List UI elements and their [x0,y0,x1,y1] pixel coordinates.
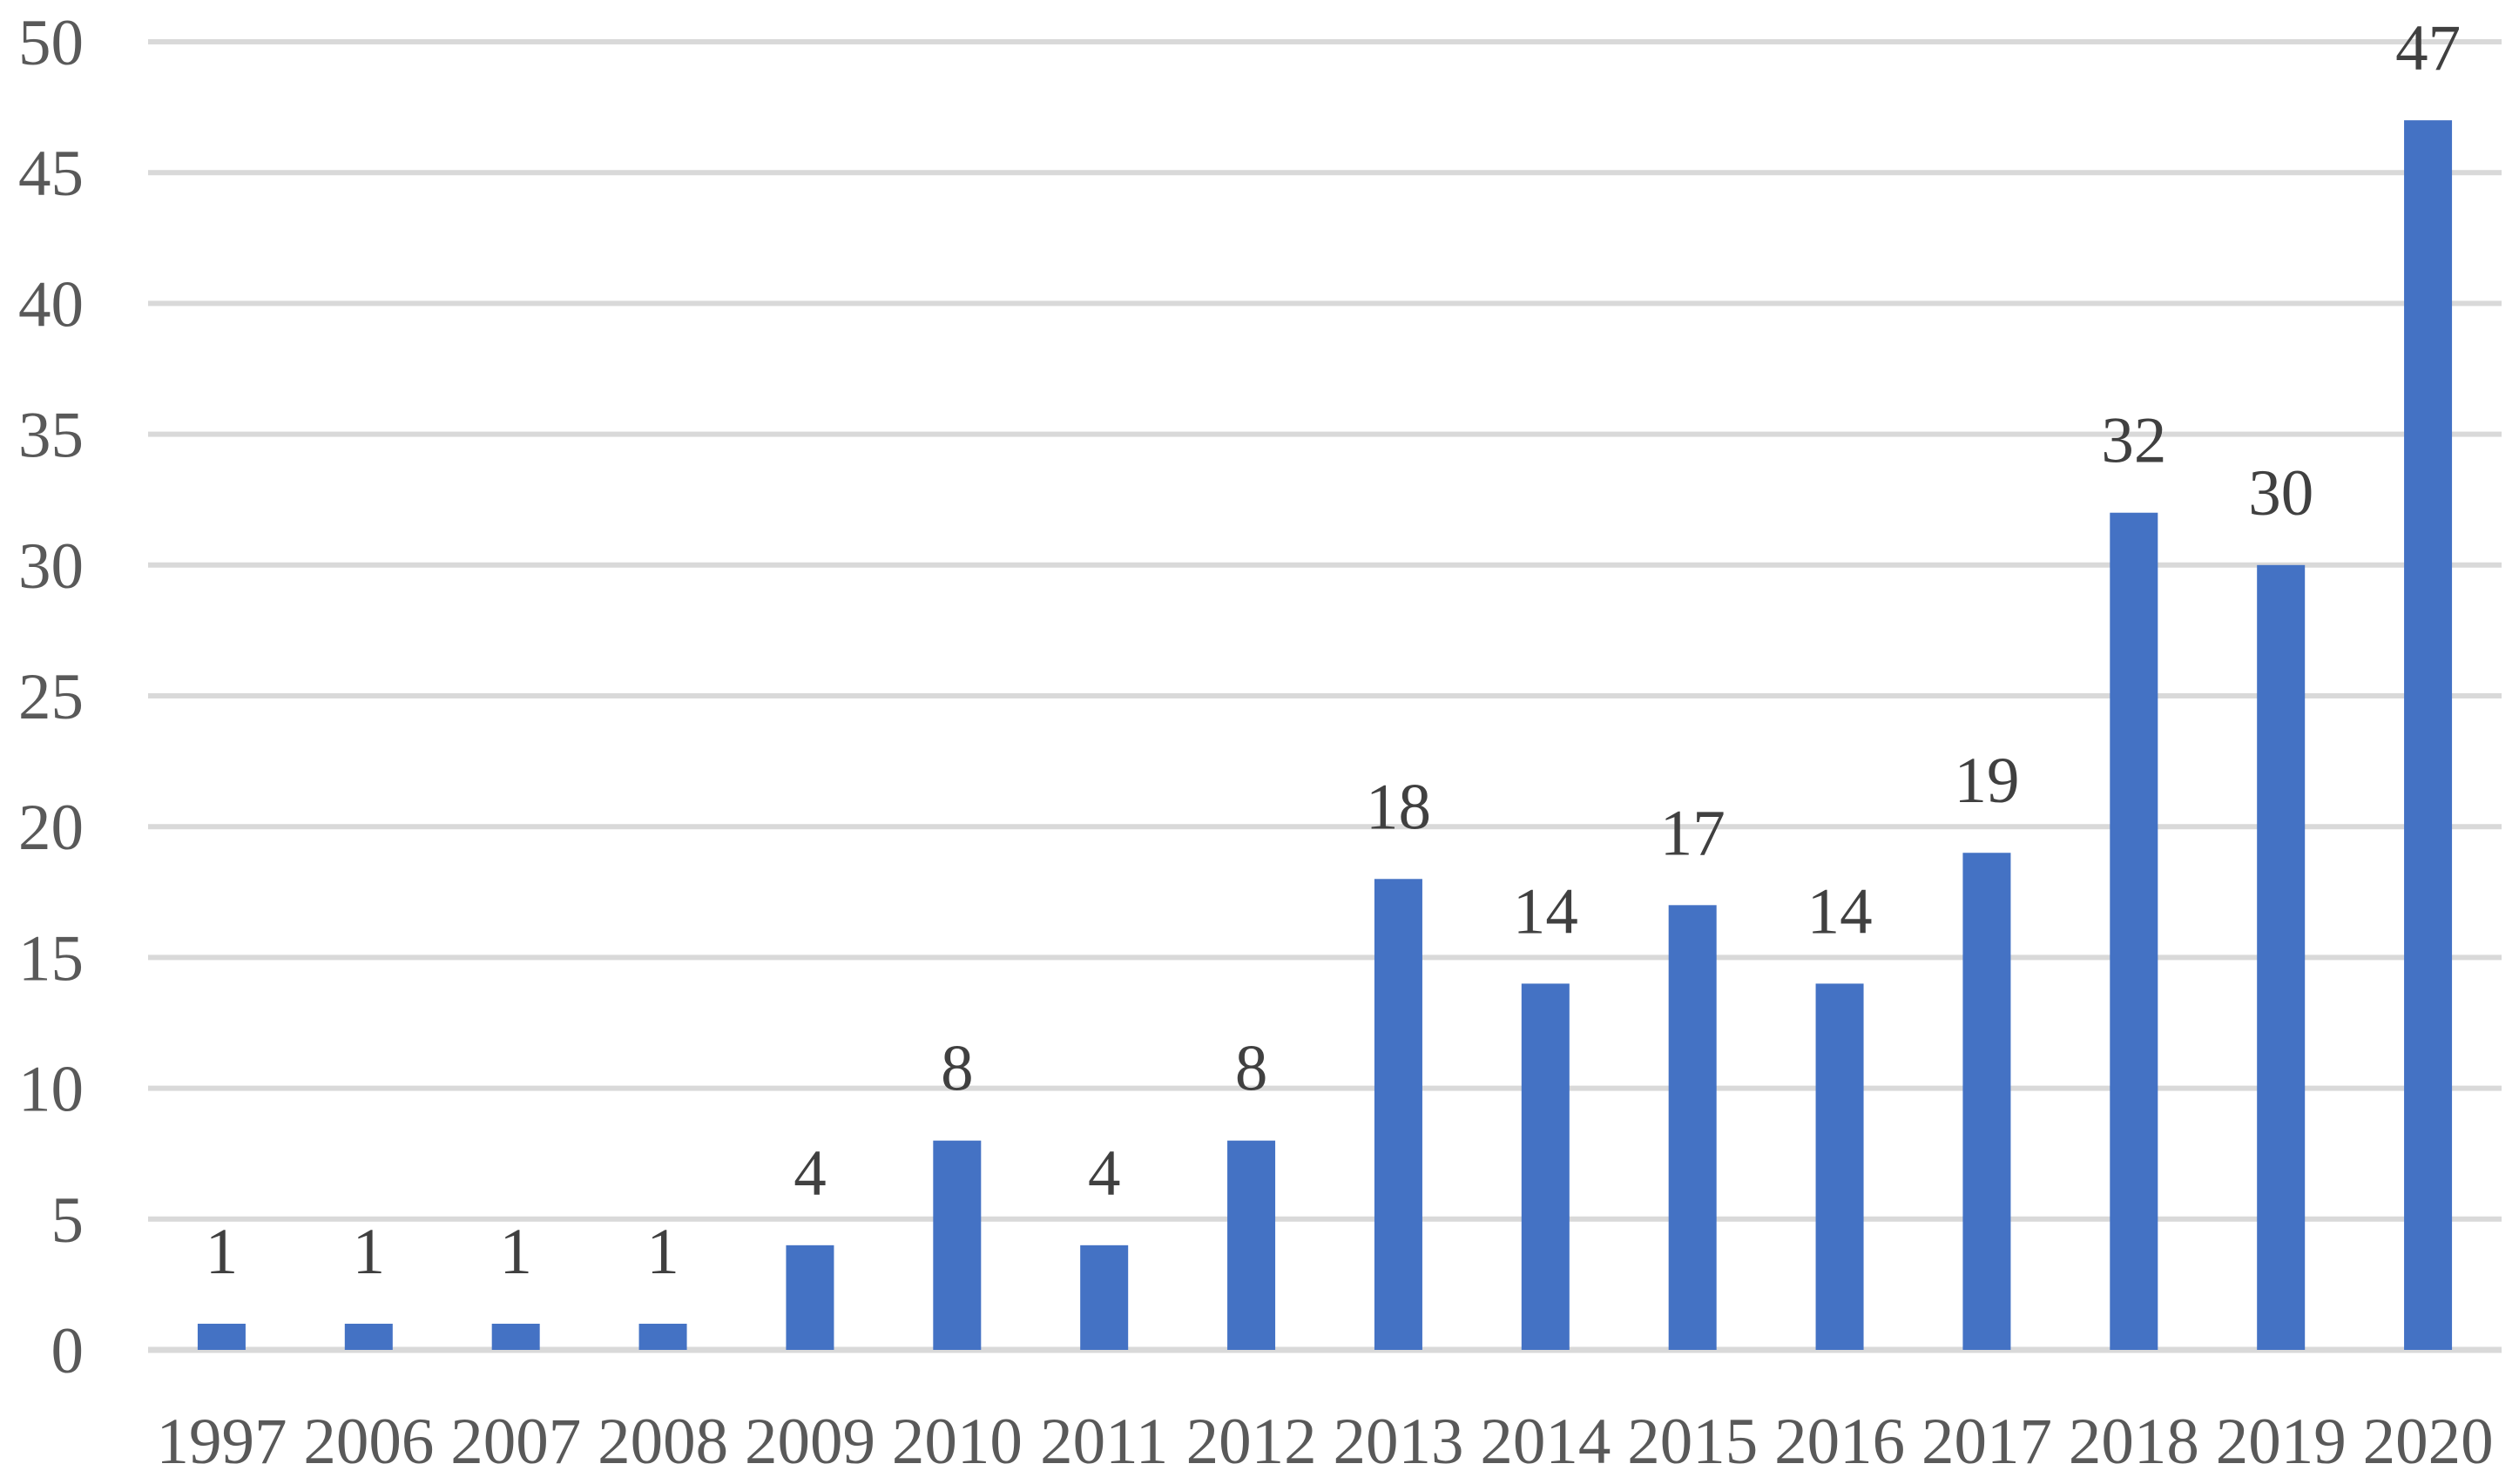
bar [197,1323,246,1350]
bar-value-label: 47 [2395,12,2461,84]
bar [491,1323,540,1350]
bar-value-label: 1 [499,1216,532,1288]
bar-value-label: 1 [646,1216,679,1288]
x-tick-label: 2014 [1480,1406,1611,1478]
y-tick-label: 25 [18,661,84,733]
y-tick-label: 50 [18,7,84,79]
x-tick-label: 2020 [2363,1406,2494,1478]
bar-value-label: 4 [794,1137,827,1210]
bar-value-label: 14 [1513,875,1578,948]
bar [933,1140,982,1350]
bar [344,1323,393,1350]
y-tick-label: 30 [18,530,84,603]
bar [1227,1140,1276,1350]
bar-value-label: 18 [1366,771,1431,843]
y-tick-label: 20 [18,792,84,864]
x-tick-label: 2010 [892,1406,1023,1478]
x-tick-label: 2008 [598,1406,728,1478]
y-tick-label: 10 [18,1054,84,1126]
x-tick-label: 2017 [1921,1406,2052,1478]
x-tick-label: 2019 [2216,1406,2347,1478]
bar [1962,853,2011,1350]
y-tick-label: 15 [18,922,84,995]
bar [2404,120,2453,1350]
x-tick-label: 2018 [2069,1406,2199,1478]
bar-value-label: 8 [1235,1033,1268,1105]
bar [638,1323,687,1350]
y-tick-label: 5 [51,1184,84,1257]
x-tick-label: 2009 [745,1406,875,1478]
bars-group [197,120,2453,1350]
bar [2257,564,2306,1350]
y-tick-label: 45 [18,138,84,210]
y-tick-label: 0 [51,1315,84,1387]
x-tick-label: 2006 [303,1406,434,1478]
x-axis-tick-labels-group: 1997 2006 2007 2008 2009 2010 2011 2012 2013 2014… [156,1406,2493,1478]
bar-value-label: 30 [2248,457,2313,530]
x-tick-label: 2012 [1186,1406,1317,1478]
bar-value-label: 1 [353,1216,386,1288]
bar-value-label: 19 [1954,745,2019,817]
gridlines-group [148,39,2502,1353]
x-tick-label: 2013 [1333,1406,1463,1478]
bar-value-label: 14 [1807,875,1873,948]
y-tick-label: 35 [18,400,84,472]
bar [786,1245,834,1350]
bar-value-label: 4 [1088,1137,1121,1210]
bar [1521,983,1570,1350]
bar [1668,905,1717,1350]
bar [1374,879,1422,1350]
y-tick-label: 40 [18,268,84,341]
bar-value-label: 17 [1660,797,1725,869]
bar [2110,512,2158,1350]
bar-value-label: 1 [206,1216,239,1288]
bar-value-label: 32 [2101,405,2166,477]
x-tick-label: 2011 [1040,1406,1168,1478]
bar [1080,1245,1129,1350]
bar-value-label: 8 [941,1033,974,1105]
bar [1815,983,1864,1350]
x-tick-label: 2016 [1774,1406,1905,1478]
x-tick-label: 2015 [1627,1406,1758,1478]
y-axis-tick-labels-group: 0 5 10 15 20 25 30 35 40 45 50 [18,7,84,1387]
x-tick-label: 2007 [450,1406,581,1478]
x-tick-label: 1997 [156,1406,287,1478]
